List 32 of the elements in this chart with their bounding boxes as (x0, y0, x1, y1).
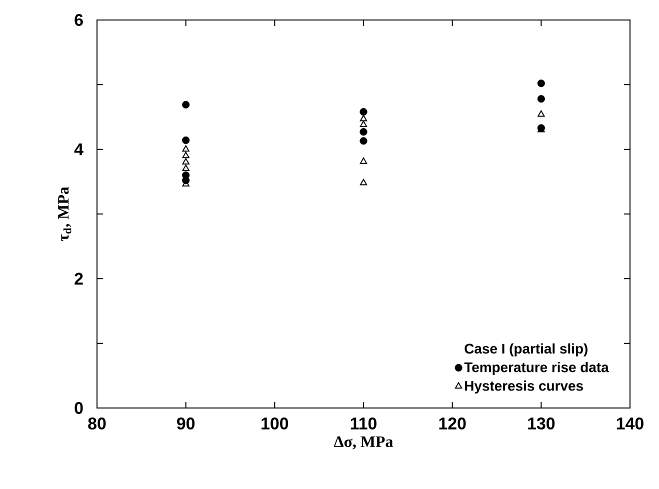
legend-label: Hysteresis curves (465, 380, 583, 394)
point (538, 110, 545, 117)
x-tick-label: 110 (350, 418, 376, 430)
legend-title: Case I (partial slip) (464, 343, 588, 356)
y-tick-label: 2 (74, 272, 83, 285)
x-tick-label: 140 (616, 418, 644, 430)
y-tick-label: 6 (74, 14, 83, 26)
x-tick-label: 130 (528, 418, 555, 430)
y-tick-label: 0 (74, 402, 83, 414)
x-axis-title: Δσ, MPa (334, 436, 393, 450)
point (360, 158, 368, 164)
point (360, 114, 368, 122)
x-tick-label: 120 (439, 418, 466, 430)
point (182, 100, 190, 108)
point (182, 158, 190, 165)
point (360, 178, 368, 186)
x-tick-label: 100 (262, 418, 288, 430)
point (537, 80, 545, 88)
legend-label: Temperature rise data (464, 362, 609, 375)
y-axis-title: τ$_{d}$, MPa (58, 186, 72, 242)
point (537, 95, 545, 103)
point (182, 145, 190, 152)
point (360, 120, 368, 128)
point (360, 108, 368, 116)
x-tick-label: 90 (177, 418, 195, 430)
point (182, 164, 190, 172)
x-tick-label: 80 (88, 418, 106, 430)
y-tick-label: 4 (74, 143, 84, 156)
point (182, 152, 190, 158)
point (360, 137, 368, 145)
point (360, 128, 368, 136)
point (182, 136, 190, 144)
